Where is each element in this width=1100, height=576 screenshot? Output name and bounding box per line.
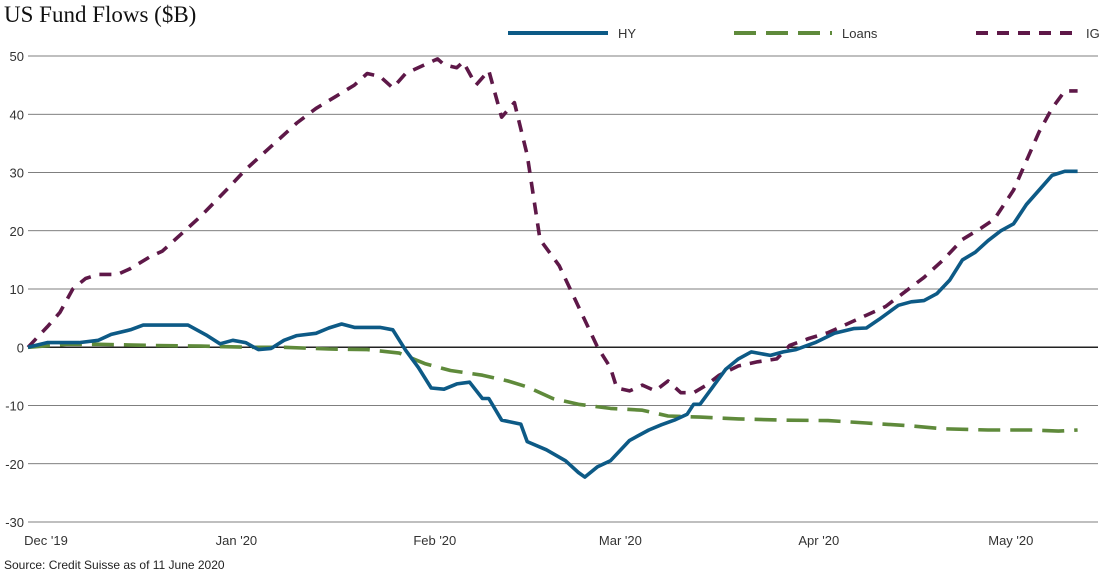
- y-tick-label: -30: [5, 515, 24, 530]
- y-tick-label: 30: [10, 166, 24, 181]
- series-line-loans: [27, 342, 1078, 433]
- x-axis-ticks: Dec '19 Jan '20 Feb '20 Mar '20 Apr '20 May '…: [24, 533, 1033, 548]
- y-axis-ticks: -30 -20 -10 0 10 20 30 40 50: [5, 49, 24, 530]
- series-line-ig: [26, 57, 1078, 395]
- legend-label-ig: IG: [1086, 26, 1100, 41]
- y-tick-label: 40: [10, 107, 24, 122]
- x-tick-label: May '20: [988, 533, 1033, 548]
- y-tick-label: 10: [10, 282, 24, 297]
- series-line-hy: [27, 169, 1078, 479]
- legend-label-hy: HY: [618, 26, 636, 41]
- series-layer: [26, 57, 1078, 479]
- y-tick-label: 50: [10, 49, 24, 64]
- y-tick-label: 20: [10, 224, 24, 239]
- legend-label-loans: Loans: [842, 26, 878, 41]
- chart-title: US Fund Flows ($B): [4, 2, 197, 27]
- source-note: Source: Credit Suisse as of 11 June 2020: [4, 558, 225, 572]
- grid-layer: [28, 55, 1098, 523]
- x-tick-label: Apr '20: [798, 533, 839, 548]
- y-tick-label: -20: [5, 457, 24, 472]
- legend: HY Loans IG: [508, 26, 1100, 41]
- x-tick-label: Dec '19: [24, 533, 68, 548]
- x-tick-label: Mar '20: [599, 533, 642, 548]
- x-tick-label: Jan '20: [216, 533, 258, 548]
- x-tick-label: Feb '20: [413, 533, 456, 548]
- y-tick-label: -10: [5, 399, 24, 414]
- y-tick-label: 0: [17, 340, 24, 355]
